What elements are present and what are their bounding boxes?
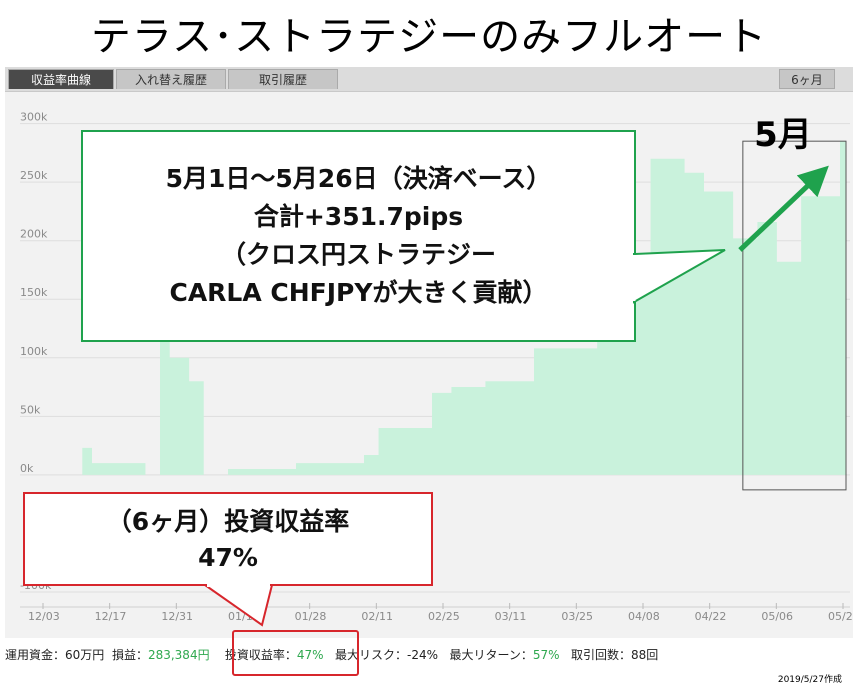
x-tick-label: 02/11	[361, 610, 393, 623]
x-tick-label: 03/25	[561, 610, 593, 623]
may-box-label: 5月	[754, 115, 812, 155]
x-tick-label: 01/28	[295, 610, 327, 623]
x-tick-label: 03/11	[495, 610, 527, 623]
pl-value: 283,384円	[147, 648, 210, 662]
callout-line-contribution: CARLA CHFJPYが大きく貢献）	[169, 278, 548, 307]
capital-value: 60万円	[65, 648, 105, 662]
tab-return-curve[interactable]: 収益率曲線	[8, 69, 114, 89]
callout-line-period: 5月1日～5月26日（決済ベース）	[165, 164, 552, 193]
y-tick-label: 300k	[20, 111, 48, 124]
risk-label: 最大リスク：	[334, 648, 407, 662]
roi-callout-label: （6ヶ月）投資収益率	[106, 507, 350, 536]
red-callout-tail-join	[207, 583, 270, 587]
capital-label: 運用資金：	[5, 648, 66, 662]
x-tick-label: 01/14	[228, 610, 260, 623]
pl-label: 損益：	[111, 648, 148, 662]
may-result-callout: 5月1日～5月26日（決済ベース） 合計+351.7pips （クロス円ストラテ…	[81, 130, 636, 342]
risk-value: -24%	[407, 648, 439, 662]
x-tick-label: 04/08	[628, 610, 660, 623]
tab-swap-history[interactable]: 入れ替え履歴	[116, 69, 226, 89]
return-value: 57%	[532, 648, 560, 662]
may-highlight-box	[742, 140, 847, 491]
roi-highlight-box	[232, 630, 359, 676]
return-label: 最大リターン：	[449, 648, 533, 662]
y-tick-label: 0k	[20, 462, 34, 475]
stats-bar: 運用資金：60万円 損益：283,384円 投資収益率：47% 最大リスク：-2…	[5, 646, 658, 663]
tab-bar: 収益率曲線 入れ替え履歴 取引履歴 6ヶ月	[5, 67, 853, 92]
x-tick-label: 05/06	[761, 610, 793, 623]
x-tick-label: 12/03	[28, 610, 60, 623]
x-tick-label: 12/17	[95, 610, 127, 623]
x-tick-label: 05/20	[828, 610, 853, 623]
callout-line-strategy: （クロス円ストラテジー	[220, 240, 496, 269]
y-tick-label: 50k	[20, 403, 41, 416]
page-title: テラス･ストラテジーのみフルオート	[90, 14, 768, 60]
equity-area	[24, 141, 846, 475]
roi-callout-value: 47%	[198, 543, 258, 572]
y-tick-label: 100k	[20, 345, 48, 358]
y-tick-label: 200k	[20, 228, 48, 241]
y-tick-label: 250k	[20, 169, 48, 182]
trades-label: 取引回数：	[571, 648, 632, 662]
trades-value: 88回	[631, 648, 659, 662]
created-date-note: 2019/5/27作成	[777, 675, 842, 685]
roi-callout: （6ヶ月）投資収益率 47%	[23, 492, 433, 586]
x-tick-label: 12/31	[161, 610, 193, 623]
tab-trade-history[interactable]: 取引履歴	[228, 69, 338, 89]
period-selector-button[interactable]: 6ヶ月	[779, 69, 835, 89]
roi-value: 47%	[296, 648, 324, 662]
roi-label: 投資収益率：	[224, 648, 297, 662]
y-tick-label: 150k	[20, 286, 48, 299]
x-tick-label: 02/25	[428, 610, 460, 623]
x-tick-label: 04/22	[695, 610, 727, 623]
callout-line-total: 合計+351.7pips	[253, 202, 464, 231]
